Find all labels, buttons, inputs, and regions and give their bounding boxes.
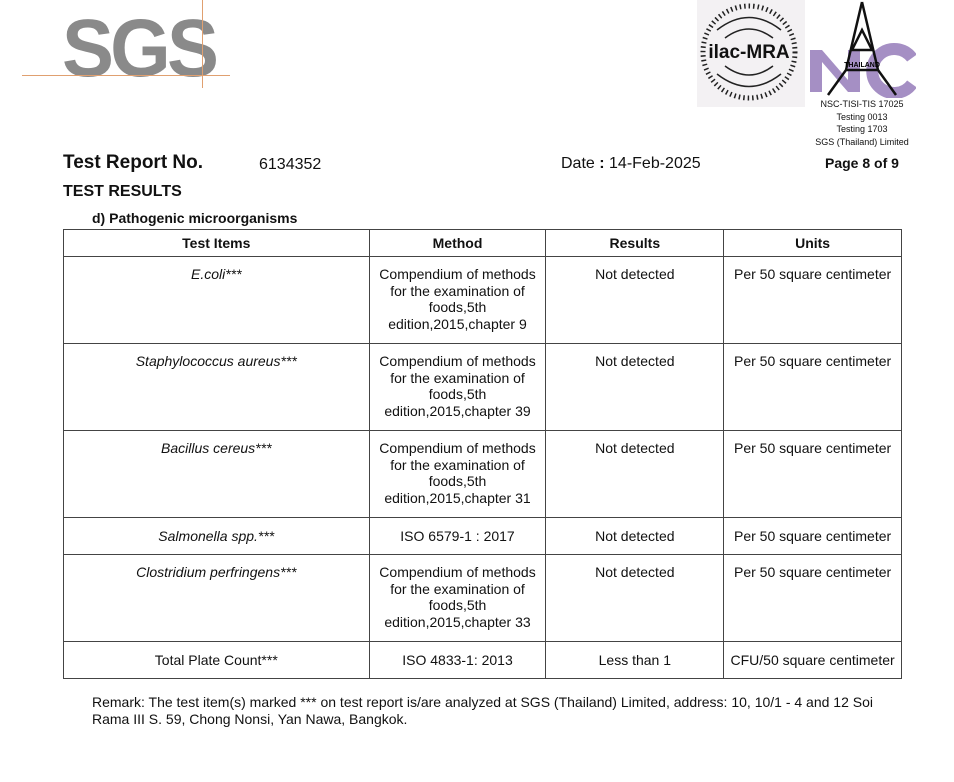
test-item-cell: E.coli*** xyxy=(63,256,370,344)
table-row: Staphylococcus aureus*** Compendium of me… xyxy=(63,343,902,431)
section-title: TEST RESULTS xyxy=(63,183,182,200)
test-item-cell: Salmonella spp.*** xyxy=(63,517,370,555)
logo-rule xyxy=(22,75,230,76)
table-row: Clostridium perfringens*** Compendium of … xyxy=(63,554,902,642)
column-header: Results xyxy=(545,229,725,257)
svg-text:ilac-MRA: ilac-MRA xyxy=(708,42,790,63)
accreditation-text: NSC-TISI-TIS 17025 Testing 0013 Testing … xyxy=(800,98,924,148)
sgs-logo: SGS xyxy=(62,3,219,94)
result-cell: Less than 1 xyxy=(545,641,725,679)
result-cell: Not detected xyxy=(545,554,725,642)
date-value: 14-Feb-2025 xyxy=(609,155,701,172)
logo-rule-vertical xyxy=(202,0,203,88)
table-row: Bacillus cereus*** Compendium of methods … xyxy=(63,430,902,518)
test-item-cell: Bacillus cereus*** xyxy=(63,430,370,518)
date-label: Date xyxy=(561,155,595,172)
nac-thailand-logo: THAILAND xyxy=(808,0,917,99)
unit-cell: Per 50 square centimeter xyxy=(723,517,902,555)
report-number: 6134352 xyxy=(259,156,322,173)
column-header: Test Items xyxy=(63,229,370,257)
test-item-cell: Total Plate Count*** xyxy=(63,641,370,679)
result-cell: Not detected xyxy=(545,430,725,518)
accreditation-line: SGS (Thailand) Limited xyxy=(815,136,909,147)
report-date: Date : 14-Feb-2025 xyxy=(561,155,701,172)
unit-cell: Per 50 square centimeter xyxy=(723,256,902,344)
ilac-mra-logo: ilac-MRA xyxy=(697,0,805,107)
accreditation-line: Testing 0013 xyxy=(836,111,888,122)
result-cell: Not detected xyxy=(545,517,725,555)
unit-cell: Per 50 square centimeter xyxy=(723,554,902,642)
accreditation-line: Testing 1703 xyxy=(836,124,888,134)
result-cell: Not detected xyxy=(545,343,725,431)
table-row: Salmonella spp.*** ISO 6579-1 : 2017 Not d… xyxy=(63,517,902,555)
unit-cell: Per 50 square centimeter xyxy=(723,343,902,431)
test-item-cell: Clostridium perfringens*** xyxy=(63,554,370,642)
column-header: Units xyxy=(723,229,902,257)
accreditation-line: NSC-TISI-TIS 17025 xyxy=(820,99,904,109)
remark: Remark: The test item(s) marked *** on t… xyxy=(92,694,873,727)
method-cell: ISO 4833-1: 2013 xyxy=(368,641,547,679)
method-cell: Compendium of methods for the examinatio… xyxy=(368,343,547,431)
method-cell: Compendium of methods for the examinatio… xyxy=(368,554,547,642)
method-cell: ISO 6579-1 : 2017 xyxy=(368,517,547,555)
unit-cell: CFU/50 square centimeter xyxy=(723,641,902,679)
table-row: E.coli*** Compendium of methods for the e… xyxy=(63,256,902,344)
table-header: Test Items Method Results Units xyxy=(63,229,902,257)
method-cell: Compendium of methods for the examinatio… xyxy=(368,256,547,344)
test-item-cell: Staphylococcus aureus*** xyxy=(63,343,370,431)
method-cell: Compendium of methods for the examinatio… xyxy=(368,430,547,518)
table-row: Total Plate Count*** ISO 4833-1: 2013 Less… xyxy=(63,641,902,679)
unit-cell: Per 50 square centimeter xyxy=(723,430,902,518)
report-number-label: Test Report No. xyxy=(63,152,204,173)
result-cell: Not detected xyxy=(545,256,725,344)
page-number: Page 8 of 9 xyxy=(825,155,899,171)
subsection-title: d) Pathogenic microorganisms xyxy=(92,210,298,226)
column-header: Method xyxy=(368,229,547,257)
svg-text:THAILAND: THAILAND xyxy=(844,62,880,69)
results-table: Test Items Method Results Units E.coli**… xyxy=(63,229,902,679)
